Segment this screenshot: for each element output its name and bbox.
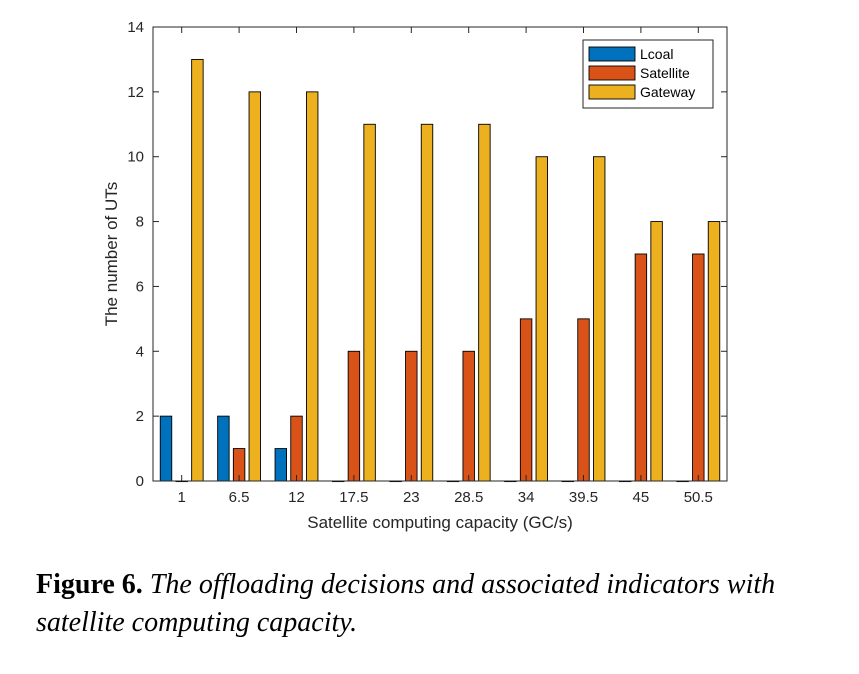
figure-caption: Figure 6. The offloading decisions and a… <box>36 566 836 642</box>
bar-gateway-17.5 <box>363 123 376 482</box>
bar-lcoal-12 <box>274 448 287 482</box>
x-tick-label: 12 <box>288 489 305 506</box>
legend-swatch-lcoal <box>588 46 636 62</box>
bar-satellite-23 <box>405 350 418 482</box>
bar-gateway-50.5 <box>707 221 721 482</box>
bar-satellite-45 <box>634 253 648 482</box>
bar-gateway-45 <box>650 221 663 482</box>
bar-lcoal-1 <box>159 415 173 482</box>
bar-satellite-12 <box>290 415 303 482</box>
x-tick-label: 39.5 <box>569 489 598 506</box>
bar-satellite-28.5 <box>462 350 475 482</box>
legend-label-satellite: Satellite <box>640 65 690 81</box>
bar-gateway-6.5 <box>248 91 262 482</box>
x-tick-label: 23 <box>403 489 420 506</box>
bar-gateway-1 <box>191 58 204 482</box>
bar-gateway-39.5 <box>593 156 606 482</box>
x-tick-label: 45 <box>633 489 650 506</box>
caption-label: Figure 6. <box>36 569 143 600</box>
legend-swatch-satellite <box>588 65 636 81</box>
x-axis-title: Satellite computing capacity (GC/s) <box>307 513 573 532</box>
y-tick-label: 10 <box>127 149 144 166</box>
x-tick-label: 50.5 <box>684 489 713 506</box>
y-tick-label: 14 <box>127 19 144 36</box>
legend-label-lcoal: Lcoal <box>640 46 673 62</box>
bar-gateway-34 <box>535 156 548 482</box>
bar-gateway-28.5 <box>478 123 491 482</box>
y-axis-title: The number of UTs <box>102 182 121 327</box>
bar-lcoal-6.5 <box>217 415 230 482</box>
bar-gateway-12 <box>306 91 319 482</box>
bar-satellite-34 <box>519 318 533 482</box>
x-tick-label: 17.5 <box>339 489 368 506</box>
axes-group: 0 2 4 6 8 10 12 14 1 6.5 12 17.5 23 28.5 34 39.5 45 50.5 <box>127 19 728 506</box>
y-tick-label: 4 <box>136 343 144 360</box>
legend-swatch-gateway <box>588 84 636 100</box>
x-tick-label: 6.5 <box>229 489 250 506</box>
caption-text: The offloading decisions and associated … <box>36 569 776 638</box>
bar-gateway-23 <box>420 123 434 482</box>
y-tick-label: 0 <box>136 473 144 490</box>
x-tick-label: 34 <box>518 489 535 506</box>
bar-satellite-50.5 <box>692 253 705 482</box>
axes-box <box>152 26 728 482</box>
y-tick-label: 12 <box>127 84 144 101</box>
y-tick-label: 2 <box>136 408 144 425</box>
legend-label-gateway: Gateway <box>640 84 695 100</box>
y-tick-label: 8 <box>136 214 144 231</box>
legend: Lcoal Satellite Gateway <box>582 39 714 109</box>
bar-satellite-17.5 <box>347 350 361 482</box>
y-tick-label: 6 <box>136 278 144 295</box>
bar-satellite-39.5 <box>577 318 590 482</box>
x-tick-label: 28.5 <box>454 489 483 506</box>
x-tick-label: 1 <box>178 489 186 506</box>
